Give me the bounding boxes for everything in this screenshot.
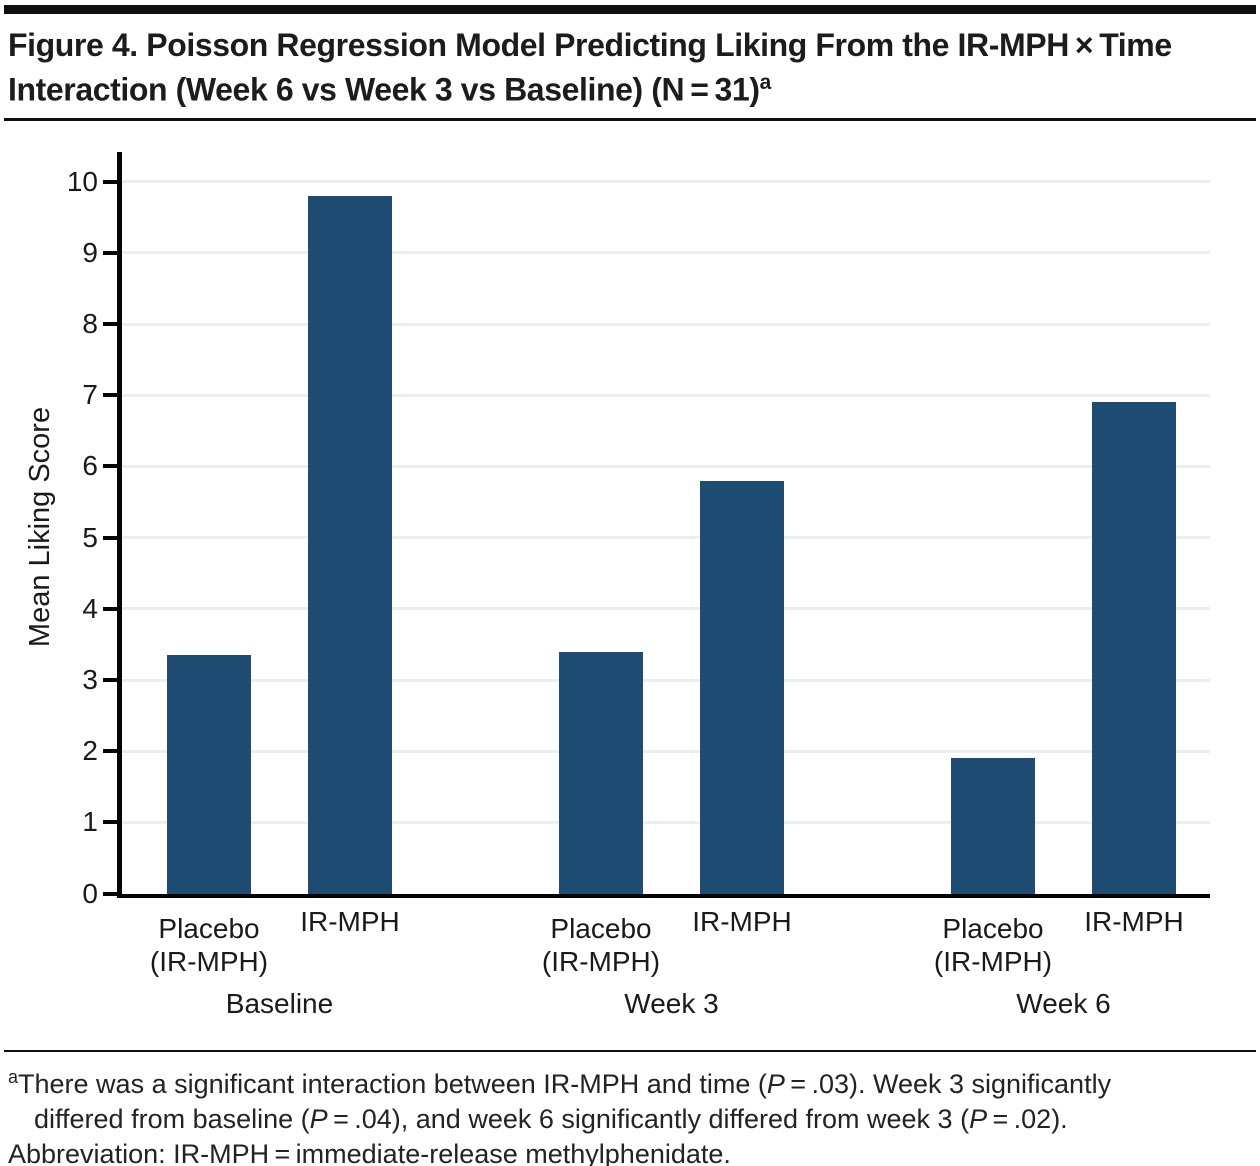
y-tick-1 [103,820,117,825]
bar-baseline-placebo-ir-mph [167,655,251,894]
bar-label-baseline-ir-mph: IR-MPH [300,905,400,937]
gridline-2 [122,749,1210,753]
y-tick-6 [103,464,117,469]
y-tick-label-8: 8 [82,308,98,340]
bar-week-6-placebo-ir-mph [951,758,1035,894]
y-tick-9 [103,250,117,255]
bar-week-3-placebo-ir-mph [559,651,643,894]
bar-label-week-3-placebo-ir-mph: Placebo (IR-MPH) [541,912,661,977]
footnote-line-3: Abbreviation: IR-MPH = immediate-release… [8,1138,731,1166]
footnote-divider-rule [4,1049,1256,1052]
y-tick-4 [103,606,117,611]
y-tick-label-7: 7 [82,379,98,411]
bar-chart: Mean Liking Score 0 1 2 3 4 5 6 7 8 9 10 Placebo (IR… [0,135,1260,1030]
y-tick-label-4: 4 [82,592,98,624]
y-tick-0 [103,891,117,896]
gridline-6 [122,464,1210,468]
y-tick-7 [103,393,117,398]
top-rule [4,5,1256,14]
x-axis-line [117,893,1210,898]
gridline-1 [122,820,1210,824]
gridline-8 [122,322,1210,326]
gridline-10 [122,180,1210,184]
footnote-line-2: differed from baseline (P = .04), and we… [34,1103,1068,1134]
group-label-baseline: Baseline [225,987,334,1019]
title-divider-rule [4,117,1256,121]
y-tick-label-1: 1 [82,806,98,838]
y-tick-label-5: 5 [82,521,98,553]
y-tick-label-6: 6 [82,450,98,482]
bar-label-week-6-ir-mph: IR-MPH [1084,905,1184,937]
y-tick-2 [103,749,117,754]
figure-title: Figure 4. Poisson Regression Model Predi… [8,26,1252,109]
gridline-5 [122,536,1210,540]
plot-area: 0 1 2 3 4 5 6 7 8 9 10 Placebo (IR-MPH) IR-MPH Baselin… [67,151,1210,1019]
y-tick-label-10: 10 [66,165,98,197]
gridline-4 [122,607,1210,611]
figure-title-line1: Figure 4. Poisson Regression Model Predi… [8,27,1172,63]
y-tick-5 [103,535,117,540]
title-footnote-marker: a [759,71,772,94]
figure-footnote: aThere was a significant interaction bet… [8,1060,1252,1166]
group-label-week-3: Week 3 [624,987,719,1019]
y-tick-3 [103,678,117,683]
y-tick-label-9: 9 [82,236,98,268]
bar-label-baseline-placebo-ir-mph: Placebo (IR-MPH) [149,912,269,977]
y-tick-label-3: 3 [82,664,98,696]
group-label-week-6: Week 6 [1016,987,1111,1019]
y-tick-label-0: 0 [82,877,98,909]
figure-title-line2: Interaction (Week 6 vs Week 3 vs Baselin… [8,64,1252,109]
y-tick-10 [103,179,117,184]
bar-baseline-ir-mph [308,195,392,894]
gridline-9 [122,251,1210,255]
bar-label-week-6-placebo-ir-mph: Placebo (IR-MPH) [933,912,1053,977]
bar-week-6-ir-mph [1092,402,1176,894]
footnote-line-1: aThere was a significant interaction bet… [8,1066,1112,1099]
gridline-7 [122,393,1210,397]
bar-week-3-ir-mph [700,480,784,894]
figure-title-line2-text: Interaction (Week 6 vs Week 3 vs Baselin… [8,71,760,108]
bar-label-week-3-ir-mph: IR-MPH [692,905,792,937]
y-tick-8 [103,322,117,327]
gridline-3 [122,678,1210,682]
y-axis-line [117,151,122,898]
y-tick-label-2: 2 [82,735,98,767]
